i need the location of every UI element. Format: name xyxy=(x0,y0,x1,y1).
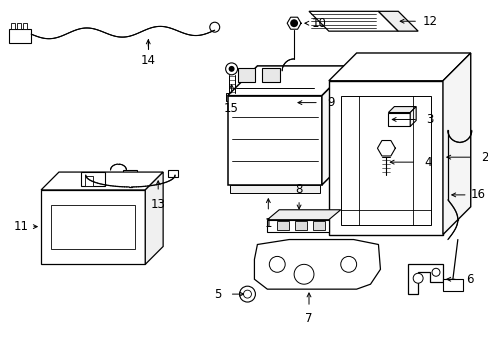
Circle shape xyxy=(293,264,313,284)
Circle shape xyxy=(431,268,439,276)
Text: 4: 4 xyxy=(424,156,431,168)
Text: 16: 16 xyxy=(469,188,484,201)
Text: 5: 5 xyxy=(214,288,221,301)
Circle shape xyxy=(225,63,237,75)
Bar xyxy=(387,113,409,126)
Text: 3: 3 xyxy=(426,113,433,126)
Polygon shape xyxy=(267,220,328,231)
Polygon shape xyxy=(321,66,351,185)
Bar xyxy=(84,176,93,186)
Polygon shape xyxy=(41,172,163,190)
Text: 9: 9 xyxy=(326,96,334,109)
Bar xyxy=(17,23,21,29)
Polygon shape xyxy=(378,11,417,31)
Text: 11: 11 xyxy=(14,220,29,233)
Polygon shape xyxy=(387,107,415,113)
Text: 7: 7 xyxy=(305,312,312,325)
Polygon shape xyxy=(254,239,380,289)
Text: 8: 8 xyxy=(295,184,302,197)
Circle shape xyxy=(243,290,251,298)
Polygon shape xyxy=(267,210,340,220)
Text: 10: 10 xyxy=(311,17,325,30)
Text: 12: 12 xyxy=(422,15,437,28)
Bar xyxy=(41,190,145,264)
Polygon shape xyxy=(407,264,442,294)
Circle shape xyxy=(412,273,422,283)
Bar xyxy=(328,81,442,235)
Polygon shape xyxy=(409,107,415,126)
Bar xyxy=(237,68,255,82)
Circle shape xyxy=(228,66,234,72)
Circle shape xyxy=(269,256,285,272)
Bar xyxy=(340,96,430,225)
Bar xyxy=(168,170,178,177)
Text: 15: 15 xyxy=(224,102,239,115)
Text: 1: 1 xyxy=(264,217,271,230)
Polygon shape xyxy=(328,53,470,81)
Bar xyxy=(123,170,137,178)
Polygon shape xyxy=(442,53,470,235)
Bar xyxy=(9,29,31,43)
Circle shape xyxy=(340,256,356,272)
Bar xyxy=(81,172,104,186)
Bar xyxy=(11,23,15,29)
Bar xyxy=(442,279,462,291)
Polygon shape xyxy=(145,172,163,264)
Text: 14: 14 xyxy=(141,54,156,67)
Bar xyxy=(227,96,321,185)
Bar xyxy=(23,23,27,29)
Bar xyxy=(262,68,280,82)
Bar xyxy=(229,185,319,193)
Text: 6: 6 xyxy=(465,273,472,286)
Bar xyxy=(225,93,237,100)
Circle shape xyxy=(239,286,255,302)
Bar xyxy=(277,221,288,230)
Polygon shape xyxy=(308,11,398,31)
Text: 13: 13 xyxy=(150,198,165,211)
Circle shape xyxy=(299,99,306,107)
Circle shape xyxy=(289,19,298,27)
Polygon shape xyxy=(227,66,351,96)
Bar xyxy=(294,221,306,230)
Circle shape xyxy=(209,22,219,32)
Bar xyxy=(312,221,324,230)
Bar xyxy=(293,99,311,107)
Bar xyxy=(51,205,135,249)
Text: 2: 2 xyxy=(480,151,488,164)
